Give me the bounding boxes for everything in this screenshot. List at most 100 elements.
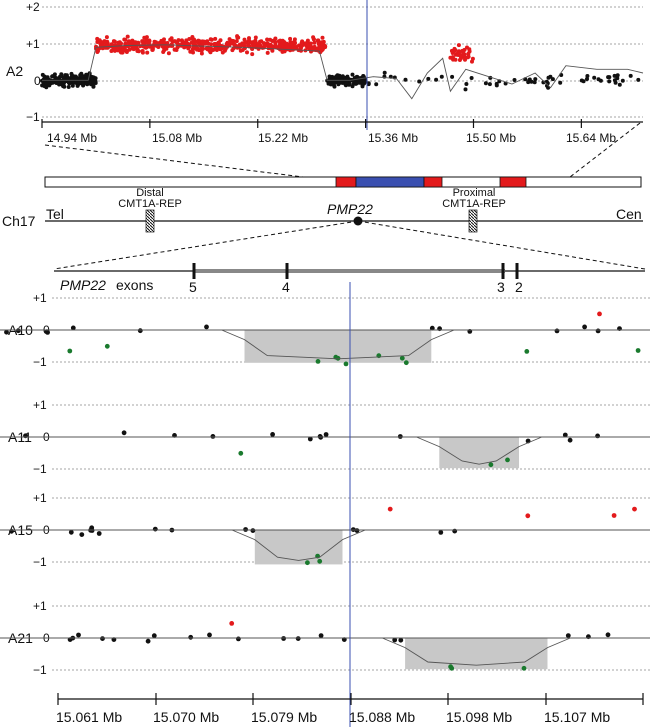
a15-points bbox=[9, 506, 637, 566]
a2-point-695 bbox=[314, 48, 318, 53]
a2-point-691 bbox=[213, 42, 218, 46]
a2-point-666 bbox=[285, 44, 290, 49]
a2-point-589 bbox=[273, 36, 278, 41]
a2-x-ticks bbox=[41, 119, 582, 128]
a2-point-839 bbox=[355, 81, 359, 85]
exons-label-rest: exons bbox=[116, 277, 153, 293]
a15-point-163 bbox=[317, 558, 323, 564]
a11-point-175 bbox=[270, 432, 275, 437]
a11-point-7 bbox=[23, 433, 28, 439]
a2-point-842 bbox=[612, 73, 617, 78]
exon-3-label: 3 bbox=[497, 279, 505, 295]
a2-point-607 bbox=[184, 38, 189, 43]
a21-deletion-region bbox=[405, 638, 548, 670]
a2-point-537 bbox=[205, 45, 210, 50]
a2-point-275 bbox=[288, 36, 293, 41]
a2-point-558 bbox=[109, 49, 114, 53]
a2-point-873 bbox=[526, 80, 531, 85]
a2-point-847 bbox=[382, 70, 387, 75]
a10-point-90 bbox=[67, 348, 73, 354]
a2-xtick-0: 14.94 Mb bbox=[47, 131, 97, 145]
a21-point-89 bbox=[565, 633, 571, 638]
a2-point-862 bbox=[585, 77, 589, 81]
a2-ytick-plus1: +1 bbox=[26, 37, 40, 51]
a2-point-704 bbox=[189, 40, 194, 45]
a21-points bbox=[67, 621, 611, 671]
a11-ytick-0: +1 bbox=[33, 398, 47, 412]
a2-point-874 bbox=[450, 74, 455, 79]
a2-point-713 bbox=[144, 45, 149, 49]
a2-point-683 bbox=[172, 47, 177, 52]
a2-point-590 bbox=[259, 39, 264, 44]
chromosome-region: Distal CMT1A-REP Proximal CMT1A-REP Ch17… bbox=[2, 122, 646, 270]
proximal-rep-box bbox=[468, 209, 478, 233]
a2-point-894 bbox=[592, 75, 597, 80]
a2-point-402 bbox=[234, 39, 239, 44]
a10-point-219 bbox=[554, 328, 560, 334]
a2-point-936 bbox=[465, 55, 470, 60]
a21-point-178 bbox=[229, 621, 235, 626]
a2-point-195 bbox=[47, 83, 52, 88]
a2-point-199 bbox=[61, 84, 66, 89]
a2-point-696 bbox=[158, 42, 163, 47]
a15-point-142 bbox=[632, 506, 637, 512]
a2-point-160 bbox=[93, 79, 97, 84]
a2-point-709 bbox=[253, 38, 258, 43]
a2-point-631 bbox=[263, 43, 268, 48]
a15-point-49 bbox=[96, 531, 102, 536]
a2-trend-line bbox=[42, 44, 644, 100]
a15-point-220 bbox=[89, 525, 95, 531]
a15-point-191 bbox=[68, 529, 74, 535]
bottom-axis: 15.061 Mb 15.070 Mb 15.079 Mb 15.088 Mb … bbox=[56, 693, 644, 725]
a2-point-579 bbox=[256, 42, 261, 47]
a21-point-103 bbox=[145, 638, 151, 644]
a2-point-641 bbox=[103, 40, 108, 45]
a15-point-62 bbox=[611, 513, 617, 518]
a11-point-202 bbox=[562, 432, 568, 438]
panel-a2: +2 +1 0 −1 A2 14.94 Mb 15.08 Mb 15.22 Mb… bbox=[6, 0, 644, 145]
a15-point-16 bbox=[354, 528, 360, 533]
a11-trend-line bbox=[0, 436, 650, 465]
a2-ytick-minus1: −1 bbox=[26, 110, 40, 124]
bottom-xtick-2: 15.079 Mb bbox=[251, 709, 317, 725]
a2-point-860 bbox=[366, 81, 371, 86]
a2-point-368 bbox=[125, 34, 130, 39]
a15-point-173 bbox=[250, 528, 256, 533]
a2-point-937 bbox=[461, 50, 466, 54]
a21-point-223 bbox=[318, 633, 324, 638]
a2-point-885 bbox=[532, 80, 537, 85]
a2-point-621 bbox=[220, 50, 225, 55]
a2-point-576 bbox=[247, 38, 251, 43]
a2-point-686 bbox=[218, 47, 223, 52]
a2-point-711 bbox=[162, 40, 167, 45]
a11-ytick-2: −1 bbox=[33, 462, 47, 476]
gene-zoom-line-left bbox=[53, 220, 359, 270]
a15-point-42 bbox=[243, 527, 249, 532]
a2-point-104 bbox=[66, 85, 71, 89]
a2-point-868 bbox=[469, 76, 474, 80]
exon-4-label: 4 bbox=[282, 279, 290, 295]
distal-rep-box bbox=[145, 209, 155, 233]
pmp22-segment bbox=[355, 176, 425, 188]
a2-point-828 bbox=[326, 81, 331, 86]
a10-point-51 bbox=[315, 359, 321, 364]
a2-ytick-zero: 0 bbox=[34, 74, 41, 88]
a2-point-614 bbox=[323, 44, 328, 49]
a2-point-570 bbox=[306, 46, 311, 51]
a10-trend-line bbox=[0, 329, 650, 360]
a15-ytick-0: +1 bbox=[33, 491, 47, 505]
a2-point-182 bbox=[59, 72, 64, 77]
a2-point-221 bbox=[253, 35, 258, 40]
a11-point-204 bbox=[317, 434, 323, 439]
a2-point-669 bbox=[299, 48, 303, 53]
a2-point-911 bbox=[456, 43, 461, 48]
duplication-segment-mid bbox=[423, 176, 443, 188]
a2-point-844 bbox=[596, 77, 601, 82]
a2-xtick-1: 15.08 Mb bbox=[152, 131, 202, 145]
a21-ytick-0: +1 bbox=[33, 599, 47, 613]
a15-point-34 bbox=[387, 506, 393, 512]
